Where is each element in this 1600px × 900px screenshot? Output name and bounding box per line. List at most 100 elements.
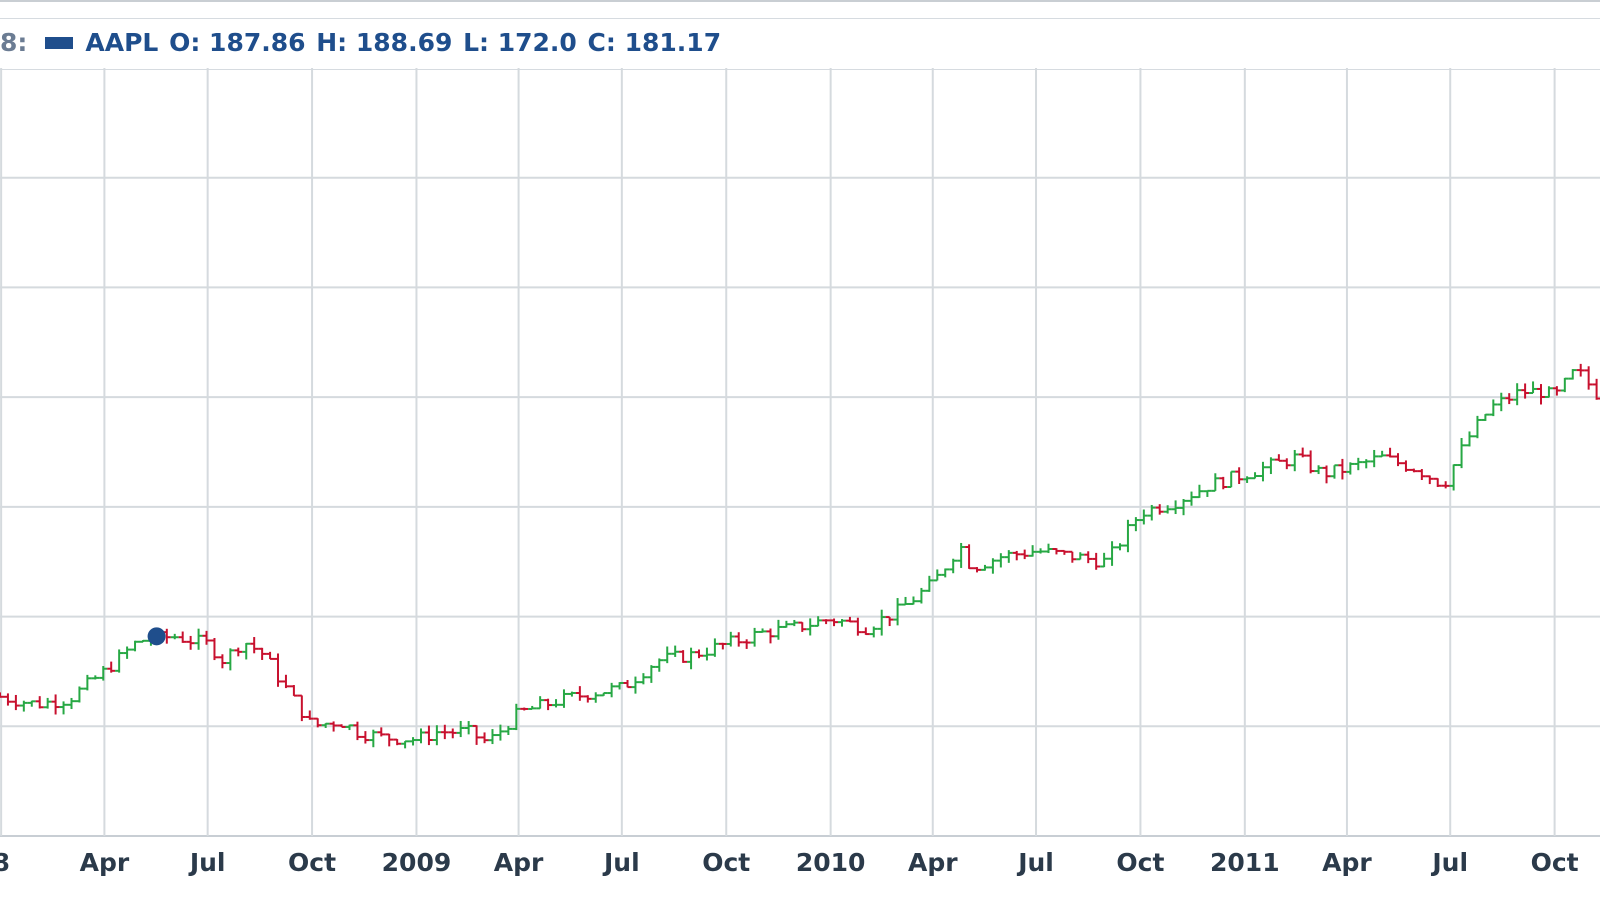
ohlc-bar bbox=[1568, 369, 1577, 380]
x-tick-label: Oct bbox=[1116, 848, 1164, 877]
legend-symbol[interactable]: AAPL bbox=[85, 28, 159, 57]
x-tick-label: Oct bbox=[1531, 848, 1579, 877]
ohlc-bar bbox=[957, 542, 966, 568]
price-series bbox=[0, 363, 1600, 749]
ohlc-bar bbox=[512, 703, 521, 731]
ohlc-bar bbox=[806, 618, 815, 636]
x-tick-label: Apr bbox=[80, 848, 130, 877]
ohlc-bar bbox=[1473, 415, 1482, 439]
ohlc-bar bbox=[1116, 543, 1124, 551]
ohlc-bar bbox=[917, 587, 926, 604]
ohlc-bar bbox=[742, 639, 751, 649]
ohlc-bar bbox=[1354, 457, 1363, 471]
ohlc-bar bbox=[1187, 491, 1196, 506]
ohlc-bar bbox=[1004, 550, 1013, 563]
ohlc-bar bbox=[178, 631, 187, 643]
legend-readout: 8: AAPL O: 187.86 H: 188.69 L: 172.0 C: 1… bbox=[0, 26, 723, 60]
ohlc-bar bbox=[1243, 476, 1252, 483]
ohlc-bar bbox=[941, 568, 950, 578]
ohlc-bar bbox=[1330, 464, 1339, 479]
ohlc-bar bbox=[313, 717, 322, 728]
ohlc-bar bbox=[35, 696, 44, 709]
ohlc-bar bbox=[822, 619, 831, 625]
ohlc-bar bbox=[1100, 552, 1109, 568]
ohlc-bar bbox=[631, 676, 640, 694]
ohlc-bar bbox=[1536, 384, 1545, 405]
ohlc-bar bbox=[274, 653, 283, 687]
ohlc-bar bbox=[591, 692, 600, 703]
ohlc-bar bbox=[575, 686, 584, 701]
ohlc-bar bbox=[1298, 447, 1307, 458]
hover-marker[interactable] bbox=[147, 627, 166, 646]
ohlc-bar bbox=[337, 724, 346, 728]
ohlc-bar bbox=[1378, 450, 1387, 458]
ohlc-bar bbox=[131, 640, 140, 652]
ohlc-bar bbox=[99, 666, 108, 681]
x-tick-label: Jul bbox=[188, 848, 226, 877]
ohlc-bar bbox=[496, 724, 505, 741]
ohlc-bar bbox=[1433, 477, 1442, 487]
ohlc-bar bbox=[1513, 383, 1522, 406]
ohlc-bar bbox=[1584, 366, 1593, 390]
ohlc-bar bbox=[1370, 449, 1379, 468]
ohlc-bar bbox=[258, 647, 267, 660]
x-tick-label: 2010 bbox=[796, 848, 866, 877]
ohlc-bar bbox=[242, 642, 251, 660]
x-axis: 8 Apr Jul Oct 2009 Apr Jul Oct 2010 Apr Jul Oct 2011… bbox=[0, 848, 1579, 877]
ohlc-bar bbox=[798, 621, 807, 632]
legend-bar bbox=[0, 18, 1600, 70]
ohlc-bar bbox=[583, 695, 592, 703]
ohlc-bar bbox=[1195, 484, 1204, 499]
ohlc-bar bbox=[1560, 377, 1569, 393]
ohlc-bar bbox=[1028, 545, 1037, 557]
ohlc-bar bbox=[853, 617, 862, 636]
series-color-swatch[interactable] bbox=[45, 37, 74, 49]
ohlc-bar bbox=[996, 553, 1005, 568]
ohlc-bar bbox=[369, 729, 378, 748]
ohlc-bar bbox=[1338, 458, 1347, 480]
ohlc-bar bbox=[607, 682, 616, 698]
ohlc-bar bbox=[1481, 413, 1490, 421]
ohlc-bar bbox=[671, 645, 680, 657]
ohlc-bar bbox=[1219, 476, 1228, 490]
ohlc-bar bbox=[877, 609, 886, 636]
ohlc-bar bbox=[965, 544, 974, 570]
ohlc-bar bbox=[726, 631, 735, 647]
ohlc-bar bbox=[774, 619, 783, 640]
ohlc-bar bbox=[345, 724, 354, 731]
ohlc-bar bbox=[1497, 392, 1506, 412]
ohlc-bar bbox=[837, 619, 846, 627]
ohlc-bar bbox=[75, 686, 84, 703]
ohlc-bar bbox=[893, 598, 902, 626]
ohlc-bar bbox=[1052, 548, 1061, 555]
ohlc-bar bbox=[925, 575, 934, 592]
x-tick-label: Jul bbox=[602, 848, 640, 877]
ohlc-bar bbox=[51, 694, 60, 715]
ohlc-bar bbox=[1394, 453, 1403, 467]
ohlc-bar bbox=[1529, 381, 1538, 395]
ohlc-bar bbox=[1108, 541, 1117, 566]
x-tick-label: Oct bbox=[702, 848, 750, 877]
ohlc-bar bbox=[782, 620, 791, 628]
ohlc-bar bbox=[1084, 551, 1093, 564]
ohlc-bar bbox=[361, 731, 370, 744]
ohlc-bar bbox=[432, 725, 441, 746]
ohlc-bar bbox=[933, 569, 942, 582]
ohlc-bar bbox=[1235, 467, 1244, 485]
ohlc-bar bbox=[790, 619, 799, 627]
x-tick-label: Jul bbox=[1016, 848, 1054, 877]
ohlc-bar bbox=[973, 567, 982, 573]
ohlc-bar bbox=[1266, 457, 1275, 475]
ohlc-bar bbox=[1203, 489, 1212, 497]
ohlc-bar bbox=[480, 732, 489, 744]
ohlc-bar bbox=[1179, 499, 1188, 516]
ohlc-bar bbox=[909, 596, 918, 605]
ohlc-bar bbox=[353, 721, 362, 741]
ohlc-bar bbox=[83, 674, 92, 691]
ohlc-bar bbox=[194, 628, 203, 650]
ohlc-bar bbox=[186, 635, 195, 650]
legend-high-value: 188.69 bbox=[355, 28, 453, 57]
legend-open-label: O: bbox=[169, 28, 201, 57]
